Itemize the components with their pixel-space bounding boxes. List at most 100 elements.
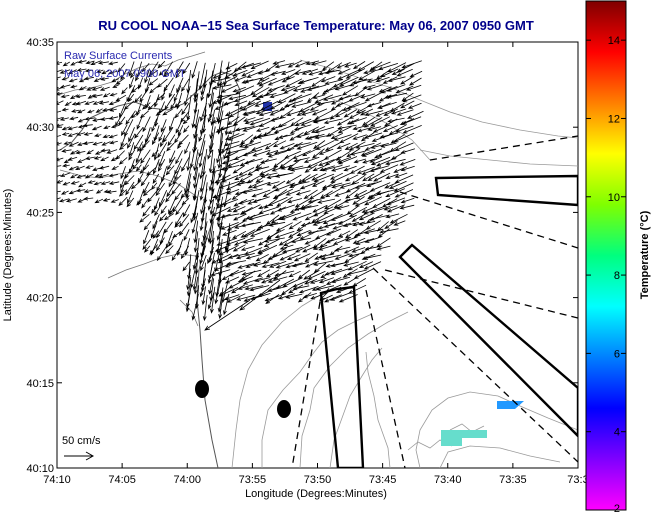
current-vector-arrow xyxy=(223,293,230,316)
current-vector-arrow xyxy=(334,109,351,118)
current-vector-arrow xyxy=(356,166,376,174)
current-vector-arrow xyxy=(304,252,319,263)
current-vector-arrow xyxy=(59,69,71,74)
current-vector-arrow xyxy=(320,76,336,83)
scale-arrow xyxy=(64,451,95,461)
current-vector-arrow xyxy=(207,262,214,285)
current-vector-arrow xyxy=(231,230,247,239)
current-vector-arrow xyxy=(291,261,309,268)
current-vector-arrow xyxy=(376,101,397,109)
y-tick-label: 40:25 xyxy=(26,207,54,219)
current-vector-arrow xyxy=(274,270,295,277)
current-vector-arrow xyxy=(200,76,206,96)
current-vector-arrow xyxy=(330,261,349,268)
current-vector-arrow xyxy=(154,198,165,217)
current-vector-arrow xyxy=(329,172,343,180)
current-vector-arrow xyxy=(261,262,280,268)
current-vector-arrow xyxy=(363,254,382,260)
current-vector-arrow xyxy=(245,213,262,220)
current-vector-arrow xyxy=(312,94,326,99)
current-vector-arrow xyxy=(313,116,334,124)
current-vector-arrow xyxy=(369,214,389,221)
current-vector-arrow xyxy=(316,100,335,106)
current-vector-arrow xyxy=(400,76,413,85)
current-vector-arrow xyxy=(338,230,351,238)
current-vector-arrow xyxy=(207,189,215,211)
current-vector-arrow xyxy=(181,156,190,172)
current-vector-arrow xyxy=(338,94,357,101)
current-vector-arrow xyxy=(313,140,326,150)
current-vector-arrow xyxy=(168,206,175,216)
current-vector-arrow xyxy=(130,69,136,79)
current-vector-arrow xyxy=(372,124,391,133)
current-vector-arrow xyxy=(192,269,198,291)
current-vector-arrow xyxy=(376,245,391,251)
colorbar-bar xyxy=(585,0,627,511)
current-vector-arrow xyxy=(266,181,280,186)
current-vector-arrow xyxy=(385,213,400,219)
current-vector-arrow xyxy=(339,182,360,189)
current-vector-arrow xyxy=(276,196,293,207)
current-vector-arrow xyxy=(257,69,271,75)
y-axis-label: Latitude (Degrees:Minutes) xyxy=(2,189,14,322)
current-vector-arrow xyxy=(369,165,390,173)
current-vector-arrow xyxy=(290,117,304,127)
current-vector-arrow xyxy=(174,165,181,181)
current-vector-arrow xyxy=(193,231,199,253)
current-vector-arrow xyxy=(120,173,127,189)
current-vector-arrow xyxy=(76,174,87,179)
current-vector-arrow xyxy=(180,188,189,199)
current-vector-arrow xyxy=(125,181,135,196)
current-vector-arrow xyxy=(314,94,334,103)
current-vector-arrow xyxy=(76,132,86,136)
current-vector-arrow xyxy=(259,158,277,164)
current-vector-arrow xyxy=(175,150,183,165)
current-vector-arrow xyxy=(98,165,110,170)
current-vector-arrow xyxy=(259,70,278,81)
current-vector-arrow xyxy=(148,78,159,86)
current-vector-arrow xyxy=(176,61,184,74)
current-vector-arrow xyxy=(224,142,245,151)
current-vector-arrow xyxy=(336,284,357,291)
current-vector-arrow xyxy=(361,116,376,126)
current-vector-arrow xyxy=(387,76,406,83)
current-vector-arrow xyxy=(386,204,405,213)
current-vector-arrow xyxy=(57,100,64,105)
current-vector-arrow xyxy=(180,245,190,260)
current-vector-arrow xyxy=(123,100,135,110)
current-vector-arrow xyxy=(208,221,214,245)
current-vector-arrow xyxy=(162,127,174,143)
current-vector-arrow xyxy=(217,204,222,228)
current-vector-arrow xyxy=(274,62,295,69)
current-vector-arrow xyxy=(256,132,278,139)
current-vector-arrow xyxy=(136,116,143,130)
current-vector-arrow xyxy=(363,261,382,270)
current-vector-arrow xyxy=(224,69,238,79)
current-vector-arrow xyxy=(199,206,206,232)
current-vector-arrow xyxy=(271,180,286,189)
current-vector-arrow xyxy=(200,188,208,215)
current-vector-arrow xyxy=(347,260,367,271)
current-vector-arrow xyxy=(389,213,408,224)
current-vector-arrow xyxy=(243,109,264,116)
scale-label: 50 cm/s xyxy=(62,435,101,447)
current-vector-arrow xyxy=(401,116,422,125)
current-vector-arrow xyxy=(335,100,349,107)
x-tick-label: 73:3 xyxy=(567,474,588,486)
current-vector-arrow xyxy=(290,166,311,172)
current-vector-arrow xyxy=(163,221,173,234)
current-vector-arrow xyxy=(101,70,110,75)
current-vector-arrow xyxy=(157,60,166,69)
current-vector-arrow xyxy=(356,126,376,133)
current-vector-arrow xyxy=(155,182,166,197)
current-vector-arrow xyxy=(296,221,311,232)
current-vector-arrow xyxy=(369,182,391,192)
current-vector-arrow xyxy=(292,285,310,291)
current-vector-arrow xyxy=(272,188,294,199)
current-vector-arrow xyxy=(286,254,301,261)
current-vector-arrow xyxy=(352,61,366,70)
current-vector-arrow xyxy=(325,228,342,236)
current-vector-arrow xyxy=(284,150,301,159)
current-vector-arrow xyxy=(186,151,191,172)
current-vector-arrow xyxy=(184,141,191,155)
